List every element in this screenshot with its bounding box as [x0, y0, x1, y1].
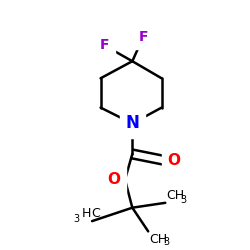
- Text: CH: CH: [166, 188, 185, 202]
- Text: O: O: [108, 172, 120, 187]
- Text: H: H: [82, 207, 91, 220]
- Text: 3: 3: [163, 237, 170, 247]
- Text: O: O: [167, 152, 180, 168]
- Text: F: F: [100, 38, 109, 52]
- Text: N: N: [126, 114, 139, 132]
- Text: 3: 3: [74, 214, 80, 224]
- Text: 3: 3: [180, 195, 186, 205]
- Text: CH: CH: [150, 232, 168, 245]
- Text: C: C: [91, 207, 100, 220]
- Text: F: F: [138, 30, 148, 44]
